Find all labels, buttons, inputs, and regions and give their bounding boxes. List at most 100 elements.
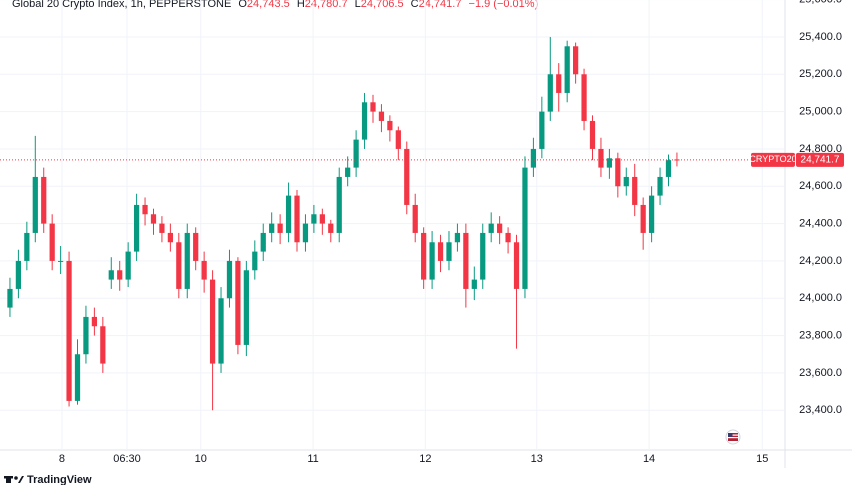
candle-body [378,111,385,121]
candle-body [513,242,520,289]
x-tick-label: 06:30 [113,453,141,465]
header-title: Global 20 Crypto Index, 1h, PEPPERSTONE [12,0,231,10]
candle-body [361,102,368,140]
candle-body [632,176,638,205]
candle-body [665,160,672,177]
candle-body [125,251,131,280]
brand-text: TradingView [27,474,92,485]
candle-body [100,326,106,364]
candle-body [606,158,613,168]
y-tick-label: 24,600.0 [799,180,842,192]
candle-body [49,223,55,261]
candle-body [252,251,258,271]
candle-body [480,232,486,280]
y-tick-label: 23,800.0 [799,329,842,341]
candle-body [24,232,30,261]
header-l-label: L [355,0,361,10]
header-change: −1.9 (−0.01%) [469,0,539,10]
candle-body [32,176,38,233]
flag-icon [725,429,741,445]
header-h-label: H [297,0,305,10]
candle-body [556,74,562,93]
symbol-tag [751,152,795,167]
candle-body [218,298,224,364]
candle-body [108,270,114,280]
candle-body [277,223,283,233]
y-tick-label: 24,200.0 [799,255,842,267]
y-tick-label: 23,400.0 [799,404,842,416]
y-tick-label: 24,400.0 [799,218,842,230]
candle-body [133,204,140,252]
y-tick-label: 23,600.0 [799,367,842,379]
candle-body [269,223,275,233]
candle-body [285,195,292,233]
candle-body [463,232,469,289]
candle-body [311,214,317,224]
candle-body [471,279,477,289]
candle-body [623,176,629,187]
candle-body [167,232,173,243]
last-price-label: 24,741.7 [801,154,840,165]
candle-body [150,214,157,224]
x-tick-label: 11 [307,453,318,465]
x-tick-label: 8 [59,453,65,465]
candle-body [117,270,123,280]
candle-body [421,232,427,280]
candle-body [345,167,351,177]
candle-body [235,260,241,345]
candle-body [319,214,325,224]
candle-body [91,316,98,327]
y-tick-label: 24,000.0 [799,292,842,304]
candle-body [530,148,537,168]
candle-body [648,195,655,233]
candle-body [505,232,511,243]
y-tick-label: 25,200.0 [799,68,842,80]
header: Global 20 Crypto Index, 1h, PEPPERSTONE … [12,0,538,10]
candle-body [488,223,494,233]
candle-body [370,102,376,112]
header-o-label: O [238,0,247,10]
candle-body [539,111,545,149]
y-tick-label: 25,000.0 [799,106,842,118]
candle-body [598,148,604,168]
candle-body [159,223,165,233]
x-tick-label: 13 [531,453,543,465]
header-c: 24,741.7 [419,0,462,10]
candle-body [260,232,266,252]
x-tick-label: 14 [643,453,655,465]
y-tick-label: 24,800.0 [799,143,842,155]
candle-body [184,232,190,289]
candle-body [573,46,579,75]
candle-body [328,223,334,233]
candle-body [15,260,22,289]
candle-body [176,242,182,289]
candle-body [209,279,216,364]
candle-body [657,176,663,196]
candle-body [41,176,47,224]
candle-body [564,46,570,93]
header-o: 24,743.5 [247,0,290,10]
candle-body [412,204,418,233]
x-tick-label: 12 [419,453,431,465]
candle-body [387,120,393,131]
candle-body [294,195,300,243]
candle-body [429,242,435,280]
header-l: 24,706.5 [361,0,404,10]
candle-body [497,223,503,233]
candle-body [243,270,249,345]
x-tick-label: 10 [195,453,207,465]
candle-body [454,232,461,243]
y-tick-label: 25,600.0 [799,0,842,6]
candle-body [74,354,81,401]
candle-body [58,260,64,262]
candle-body [395,130,401,149]
candle-body [446,242,452,261]
candle-body [353,139,359,168]
candle-body [547,74,553,112]
candle-body [589,120,596,149]
candle-body [193,232,199,261]
brand-logo [4,476,24,483]
candle-body [640,204,646,233]
candle-body [581,74,587,121]
